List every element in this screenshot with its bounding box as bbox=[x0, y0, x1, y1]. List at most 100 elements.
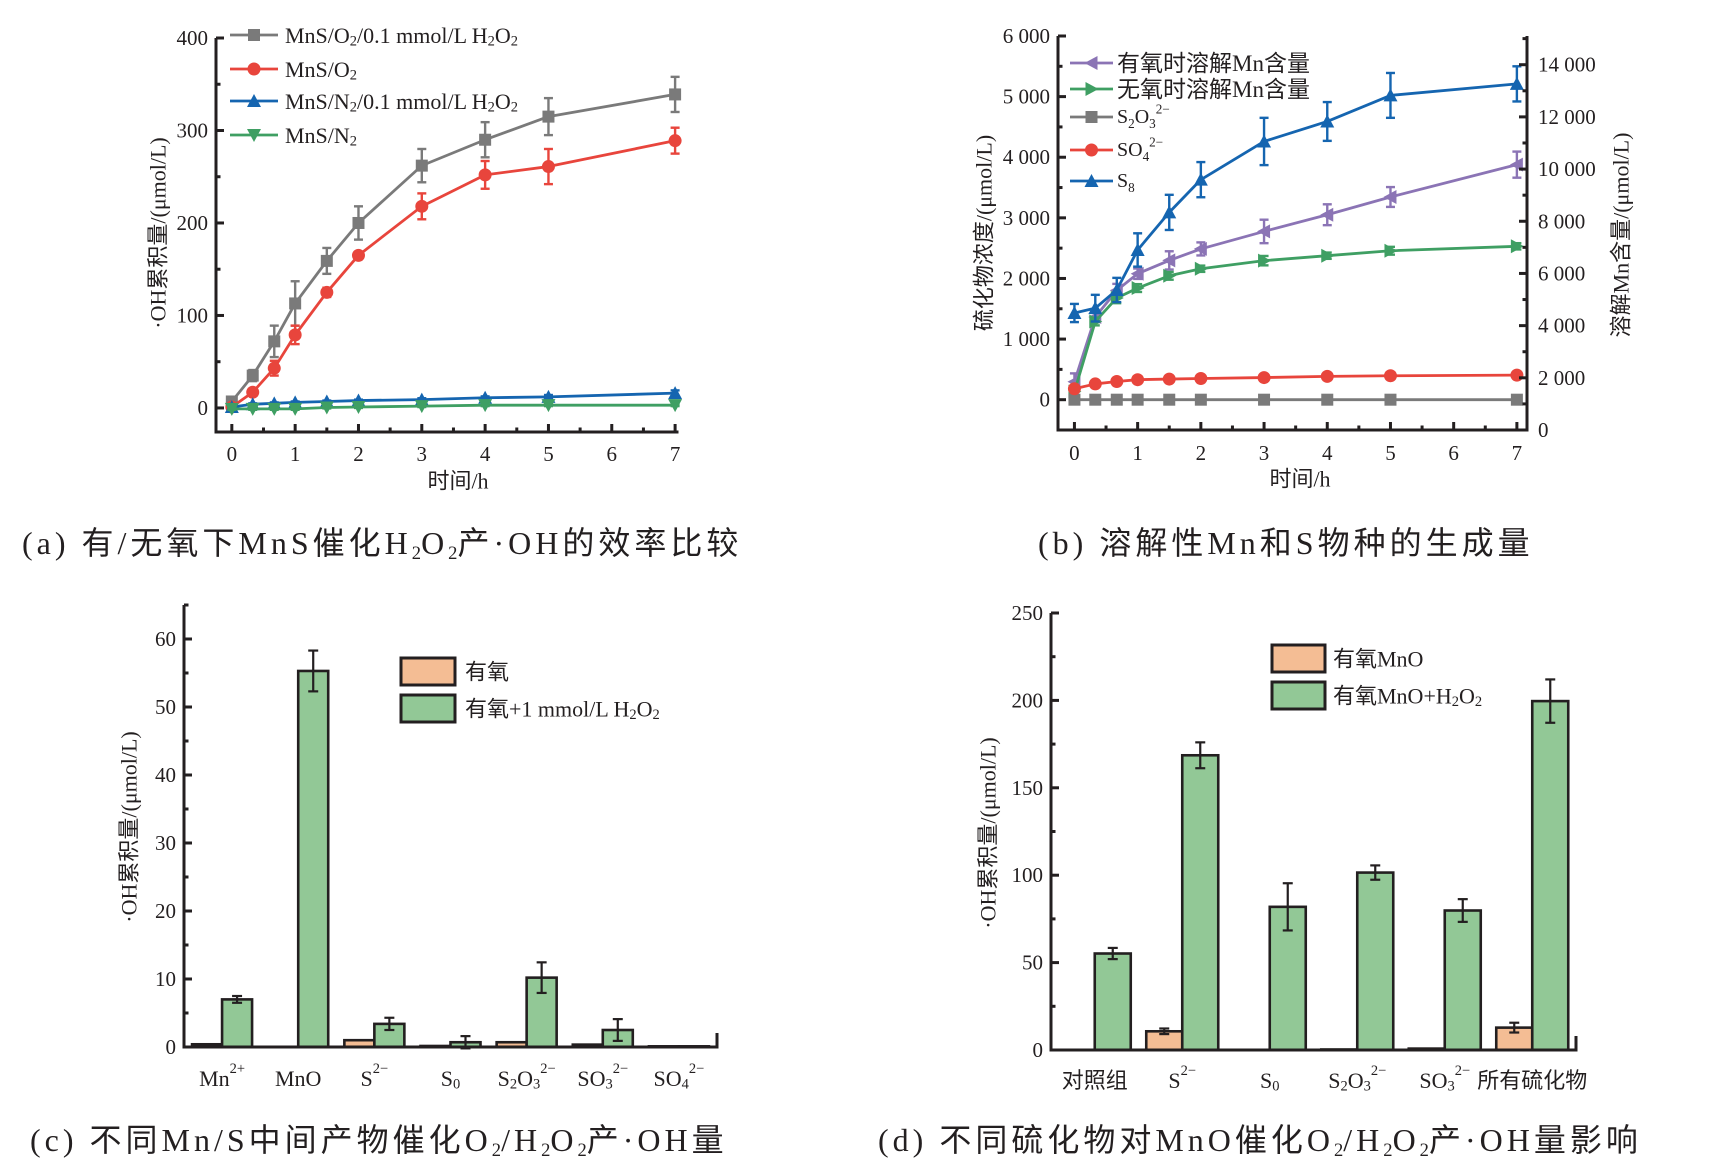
x-tick-label: 0 bbox=[1069, 441, 1080, 465]
subscript: 3 bbox=[1149, 116, 1156, 131]
text-run: (c) 不同Mn/S中间产物催化O bbox=[30, 1122, 492, 1158]
data-point bbox=[1509, 76, 1524, 90]
bar bbox=[1180, 753, 1220, 1052]
data-point bbox=[1067, 382, 1081, 396]
text-run: S bbox=[1328, 1068, 1340, 1093]
y-tick-label: 40 bbox=[155, 763, 176, 787]
series-line bbox=[1074, 373, 1517, 391]
data-point bbox=[352, 216, 365, 229]
legend-label: 无氧时溶解Mn含量 bbox=[1117, 77, 1310, 102]
data-point bbox=[1110, 393, 1123, 406]
legend-label: S8 bbox=[1117, 170, 1135, 195]
superscript: 2− bbox=[1156, 101, 1170, 116]
x-category-label: SO32− bbox=[577, 1061, 628, 1093]
bar bbox=[1355, 871, 1395, 1052]
y-right-tick-label: 0 bbox=[1538, 418, 1549, 442]
data-point bbox=[1131, 373, 1145, 387]
text-run: 有氧 bbox=[465, 659, 509, 684]
text-run: O bbox=[1459, 683, 1475, 708]
data-point bbox=[1089, 393, 1102, 406]
y-tick-label: 200 bbox=[177, 211, 209, 235]
data-point bbox=[1194, 371, 1208, 385]
panel-d: 对照组 S2− S0 S2O32− SO32− 所有硫化物050100150200250·… bbox=[976, 601, 1588, 1095]
data-point bbox=[1257, 224, 1271, 239]
error-bar bbox=[1545, 678, 1556, 724]
x-axis-title: 时间/h bbox=[427, 469, 488, 494]
legend-item: MnS/N2 bbox=[230, 123, 357, 150]
text-run: S bbox=[361, 1066, 373, 1091]
x-tick-label: 3 bbox=[1259, 441, 1270, 465]
text-run: S bbox=[441, 1066, 453, 1091]
data-point bbox=[1320, 369, 1334, 383]
data-point bbox=[1162, 205, 1177, 219]
data-point bbox=[1088, 377, 1102, 391]
legend-label: MnS/N2/0.1 mmol/L H2O2 bbox=[285, 89, 518, 116]
error-bar bbox=[536, 961, 547, 995]
legend-marker bbox=[1085, 82, 1099, 96]
legend-marker bbox=[248, 29, 260, 41]
data-point bbox=[267, 402, 282, 416]
subscript: 2 bbox=[541, 1140, 551, 1162]
text-run: S bbox=[1117, 170, 1128, 192]
series-3 bbox=[1067, 368, 1524, 396]
data-point bbox=[289, 297, 302, 310]
subscript: 3 bbox=[1447, 1079, 1454, 1095]
y-right-tick-label: 14 000 bbox=[1538, 53, 1596, 77]
legend-swatch bbox=[399, 656, 457, 687]
y-tick-label: 0 bbox=[1033, 1038, 1044, 1062]
subscript: 2 bbox=[511, 34, 518, 50]
superscript: 2− bbox=[1181, 1063, 1196, 1079]
legend-item: MnS/O2/0.1 mmol/L H2O2 bbox=[230, 23, 518, 50]
data-point bbox=[1257, 134, 1272, 148]
superscript: 2− bbox=[540, 1061, 555, 1077]
subscript: 2 bbox=[350, 100, 357, 116]
subscript: 2 bbox=[1340, 1079, 1347, 1095]
y-tick-label: 200 bbox=[1012, 688, 1044, 712]
legend-label: 有氧MnO bbox=[1333, 646, 1423, 671]
data-point bbox=[1321, 248, 1335, 263]
text-run: /0.1 mmol/L H bbox=[357, 23, 488, 48]
x-tick-label: 1 bbox=[290, 442, 301, 466]
text-run: O bbox=[495, 89, 511, 114]
text-run: S bbox=[498, 1066, 510, 1091]
data-point bbox=[320, 285, 334, 299]
data-point bbox=[1510, 393, 1523, 406]
subscript: 2 bbox=[510, 1077, 517, 1093]
y-right-tick-label: 8 000 bbox=[1538, 209, 1585, 233]
y-tick-label: 0 bbox=[198, 396, 209, 420]
superscript: 2− bbox=[373, 1061, 388, 1077]
data-point bbox=[414, 400, 429, 414]
subscript: 2 bbox=[488, 100, 495, 116]
legend-swatch bbox=[1270, 643, 1327, 674]
data-point bbox=[1384, 243, 1398, 258]
subscript: 2 bbox=[350, 34, 357, 50]
legend-item: S2O32− bbox=[1070, 101, 1170, 131]
data-point bbox=[1510, 239, 1524, 254]
text-run: O bbox=[550, 1122, 578, 1158]
error-bar bbox=[384, 1016, 395, 1032]
subscript: 2 bbox=[491, 1140, 502, 1162]
series-line bbox=[1073, 163, 1518, 383]
y-axis-title: ·OH累积量/(μmol/L) bbox=[117, 731, 142, 922]
text-run: /0.1 mmol/L H bbox=[357, 89, 488, 114]
bar bbox=[1443, 909, 1483, 1052]
caption-panel-c: (c) 不同Mn/S中间产物催化O2/H2O2产·OH量 bbox=[30, 1121, 728, 1162]
data-point bbox=[1130, 266, 1144, 281]
x-category-label: SO42− bbox=[654, 1061, 705, 1093]
text-run: O bbox=[1392, 1122, 1420, 1158]
legend-label: 有氧时溶解Mn含量 bbox=[1117, 51, 1310, 76]
x-category-label: 对照组 bbox=[1062, 1068, 1128, 1093]
subscript: 2 bbox=[350, 68, 357, 84]
text-run: 产·OH量 bbox=[586, 1122, 728, 1158]
legend-marker bbox=[1085, 143, 1098, 157]
y-tick-label: 250 bbox=[1012, 601, 1044, 625]
data-point bbox=[541, 160, 555, 174]
data-point bbox=[1258, 253, 1272, 268]
data-point bbox=[1110, 375, 1124, 389]
axes bbox=[1056, 34, 1529, 432]
data-point bbox=[1068, 393, 1081, 406]
text-run: S bbox=[1260, 1068, 1272, 1093]
text-run: O bbox=[1135, 106, 1149, 128]
legend-label: MnS/N2 bbox=[285, 123, 357, 150]
